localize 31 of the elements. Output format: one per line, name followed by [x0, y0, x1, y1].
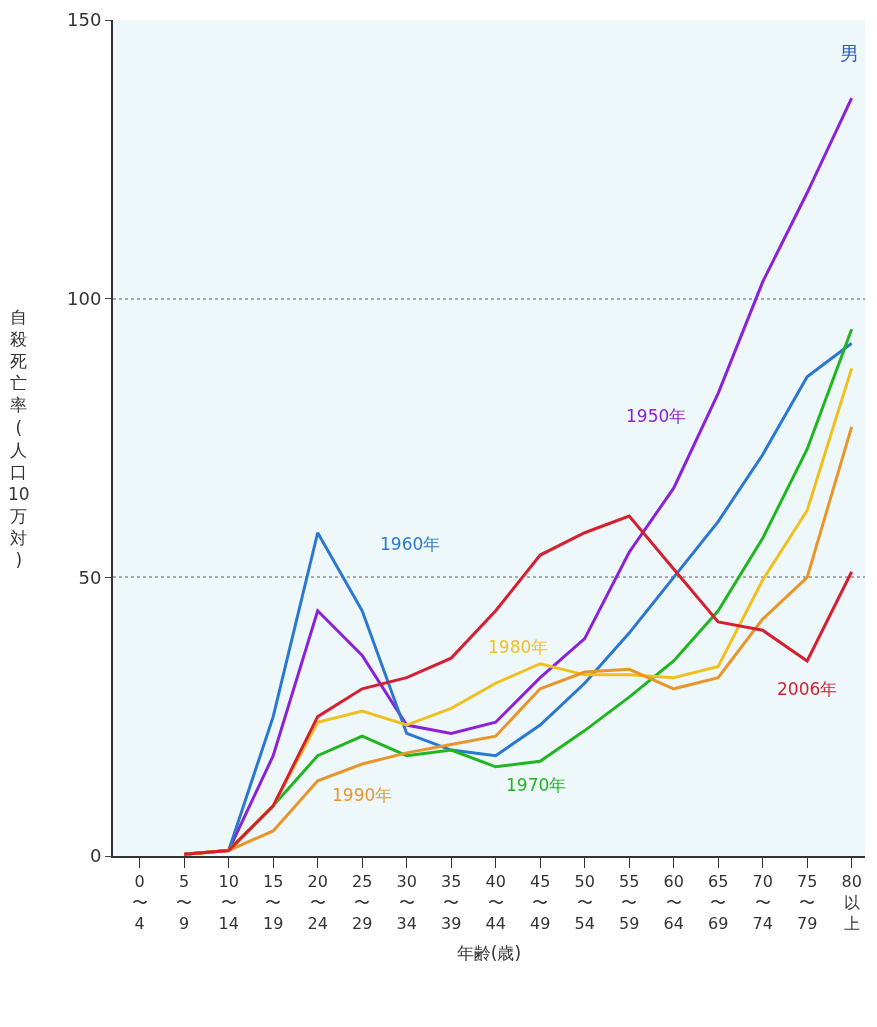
x-tick-label: 25〜29 [352, 872, 373, 933]
series-label: 1990年 [332, 785, 393, 805]
x-tick-label: 45〜49 [529, 872, 551, 933]
x-tick-label: 40〜44 [485, 872, 506, 933]
x-tick-label: 30〜34 [396, 872, 417, 933]
x-tick-label: 80以上 [841, 872, 862, 933]
series-label: 1950年 [626, 406, 687, 426]
x-tick-label: 50〜54 [574, 872, 595, 933]
text: 自殺死亡率(人口10万対) [8, 307, 30, 571]
y-tick-label: 150 [67, 9, 102, 31]
y-tick-label: 0 [89, 845, 102, 867]
x-tick-label: 5〜9 [176, 872, 193, 933]
x-tick-label: 15〜19 [263, 872, 284, 933]
y-tick-label: 100 [67, 287, 102, 309]
series-label: 1980年 [488, 637, 549, 657]
x-tick-label: 20〜24 [307, 872, 328, 933]
x-tick-label: 0〜4 [131, 872, 148, 933]
x-tick-label: 60〜64 [663, 872, 684, 933]
line-series [182, 514, 854, 856]
annotation: 男 [840, 42, 859, 64]
text: 1960年 [380, 534, 441, 554]
x-tick-label: 75〜79 [796, 872, 818, 933]
y-tick-label: 50 [78, 566, 102, 588]
x-tick-label: 10〜14 [218, 872, 239, 933]
x-tick-label: 35〜39 [441, 872, 462, 933]
series-label: 2006年 [777, 679, 838, 699]
series-label: 1970年 [506, 775, 567, 795]
x-tick-label: 65〜69 [707, 872, 729, 933]
x-axis-title: 年齢(歳) [456, 942, 522, 963]
x-tick-label: 70〜74 [752, 872, 773, 933]
x-tick-label: 55〜59 [618, 872, 640, 933]
